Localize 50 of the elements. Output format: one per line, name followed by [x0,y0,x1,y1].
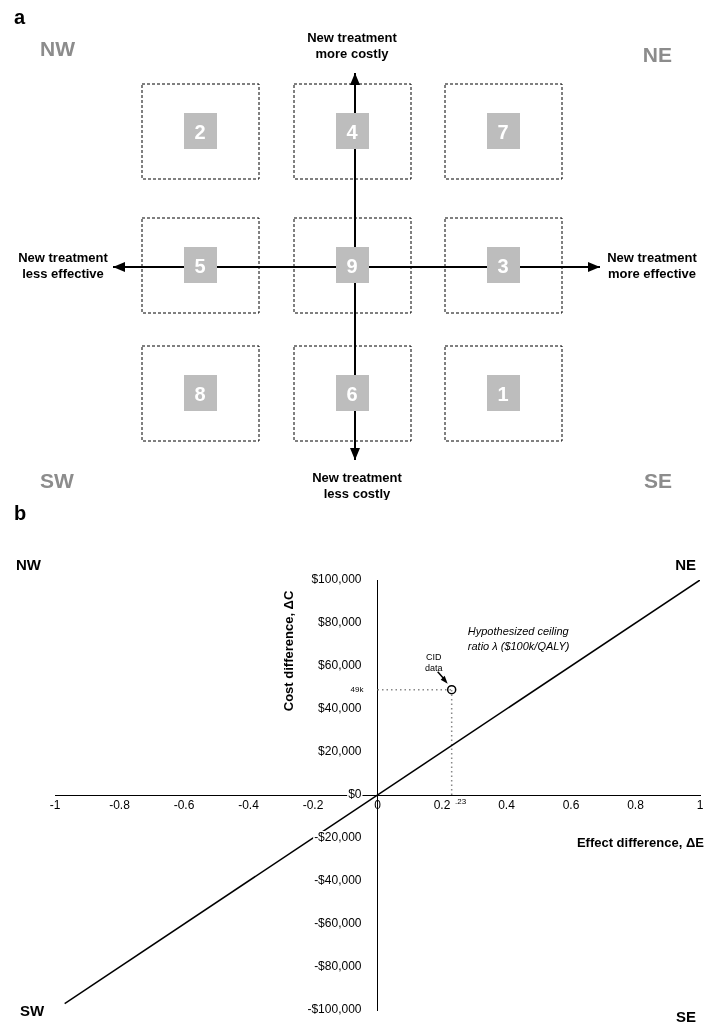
text: 5 [194,255,206,277]
text: 6 [346,383,358,405]
y-tick-label: $0 [348,787,362,802]
text: NE [675,556,696,574]
y-tick-label: $80,000 [318,615,362,630]
text: 2 [194,121,206,143]
x-tick-label: -0.2 [302,797,324,812]
x-tick-label: -0.8 [109,797,131,812]
x-tick-label: 0.8 [627,797,645,812]
y-tick-label: -$80,000 [314,959,362,974]
x-tick-label: 0.6 [562,797,580,812]
y-tick-label: -$60,000 [314,916,362,931]
x-axis-title: Effect difference, ΔE [576,834,705,850]
y-tick-label: $40,000 [318,701,362,716]
text: SW [40,469,75,492]
x-tick-label: 1 [696,797,704,812]
text: SE [643,469,672,492]
text: 7 [497,121,509,143]
text: New treatment more effective [607,250,698,281]
x-tick-label: -1 [49,797,61,812]
text: 1 [497,383,509,405]
y-tick-label: -$40,000 [314,873,362,888]
y-tick-label: $20,000 [318,744,362,759]
text: NW [16,556,42,574]
text: 3 [497,255,509,277]
text: 9 [346,255,358,277]
y-axis-title: Cost difference, ΔC [281,590,297,712]
annotation: .23 [455,797,467,807]
y-tick-label: $100,000 [311,572,362,587]
x-tick-label: -0.6 [173,797,195,812]
annotation: Hypothesized ceiling ratio λ ($100k/QALY) [467,624,570,652]
text: New treatment more costly [307,30,398,61]
text: 4 [346,121,359,143]
y-tick-label: -$100,000 [307,1002,362,1017]
text: a [14,6,26,28]
chart-title: b [14,501,27,524]
y-tick-label: -$20,000 [314,830,362,845]
text: NE [642,43,672,66]
text: New treatment less effective [18,250,109,281]
text: SW [20,1002,45,1020]
x-tick-label: 0.2 [433,797,451,812]
annotation: SE [675,1008,696,1026]
x-tick-label: -0.4 [238,797,260,812]
text: NW [40,37,76,60]
x-tick-label: 0.4 [498,797,516,812]
y-tick-label: $60,000 [318,658,362,673]
text: 8 [194,383,206,405]
text: New treatment less costly [312,470,403,501]
annotation: CID data [424,652,443,674]
annotation: 49k [350,684,365,694]
